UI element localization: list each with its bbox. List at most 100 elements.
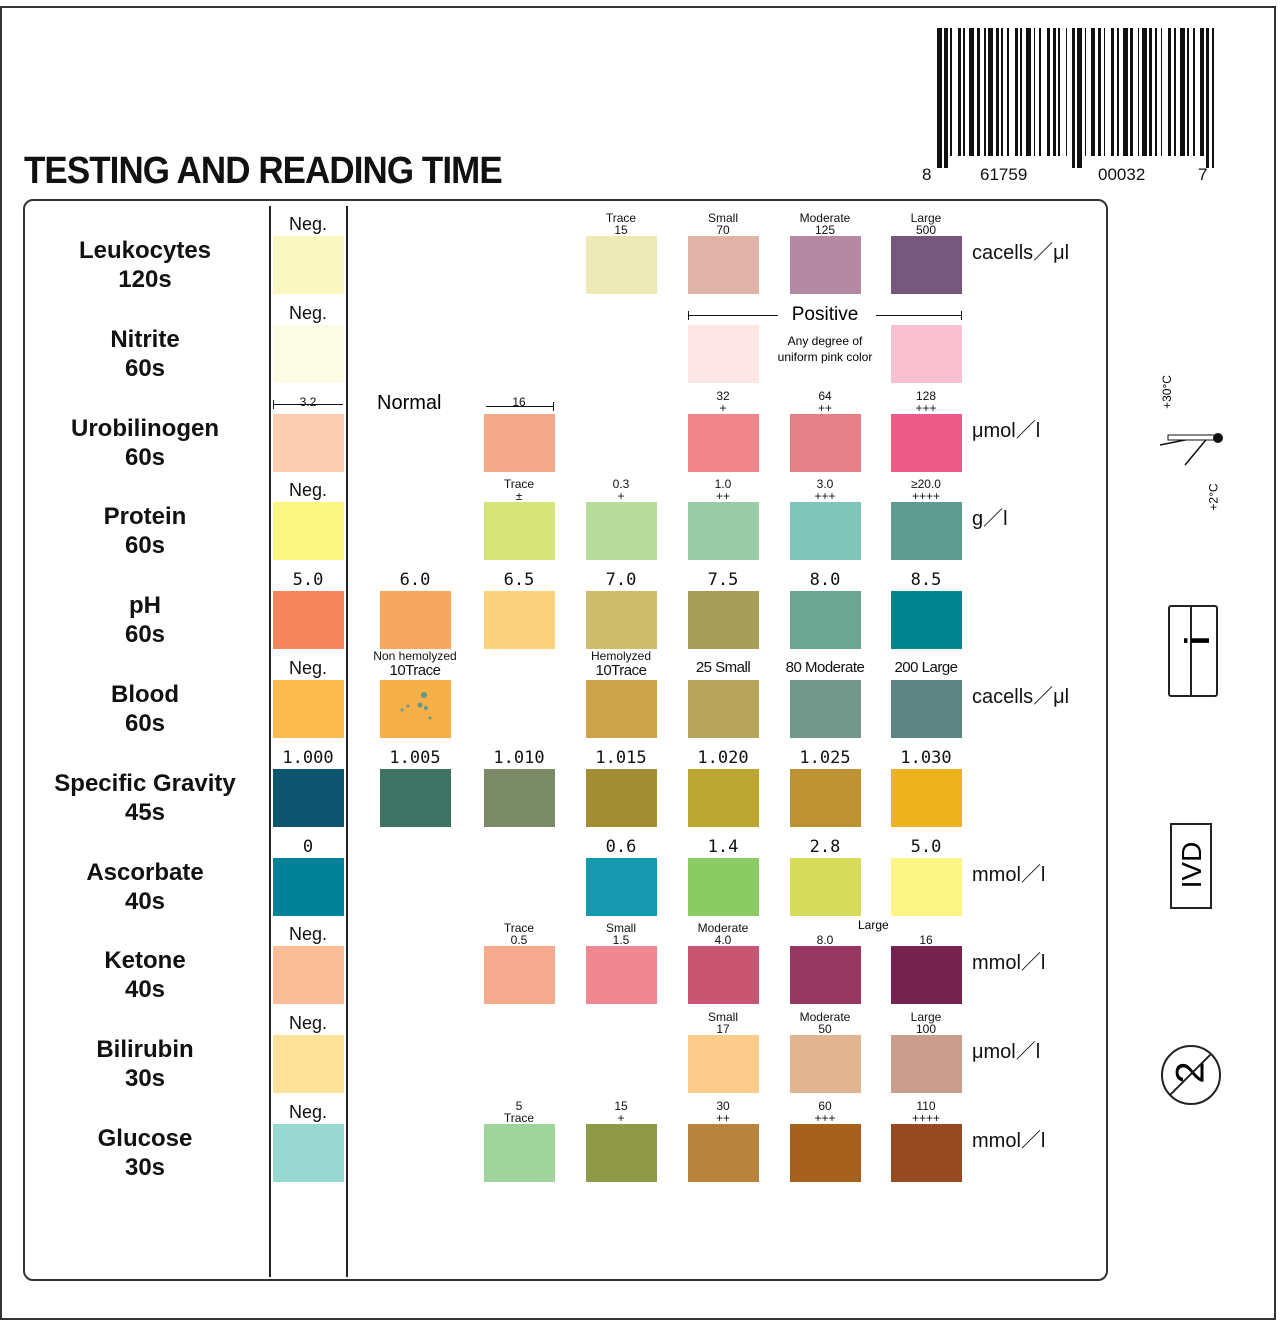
- color-swatch: [891, 1035, 962, 1093]
- thermometer-icon: [1150, 365, 1230, 515]
- row-name: Leukocytes 120s: [30, 236, 260, 294]
- color-swatch: [790, 680, 861, 738]
- reading-time: 60s: [124, 444, 166, 471]
- color-swatch: [688, 769, 759, 827]
- unit-label: mmol／l: [972, 1130, 1046, 1152]
- swatch-label-bottom: 1.5: [612, 933, 630, 947]
- negative-swatch: [273, 591, 344, 649]
- swatch-label-top: 60: [818, 1099, 832, 1113]
- color-swatch: [790, 1124, 861, 1182]
- barcode-digit: 00032: [1098, 165, 1146, 184]
- negative-swatch: [273, 1124, 344, 1182]
- color-swatch: [586, 769, 657, 827]
- color-swatch: [688, 1035, 759, 1093]
- color-swatch: [484, 1124, 555, 1182]
- color-swatch: [586, 858, 657, 916]
- barcode-bar: [1149, 28, 1153, 156]
- swatch-label-bottom: ++: [715, 1111, 730, 1125]
- swatch-label: 1.010: [493, 748, 545, 768]
- color-swatch: [688, 325, 759, 383]
- swatch-label-top: ≥20.0: [911, 477, 941, 491]
- barcode-bar: [1122, 28, 1128, 156]
- swatch-label-bottom: ++: [715, 489, 730, 503]
- color-swatch: [891, 1124, 962, 1182]
- swatch-label-top: 3.0: [816, 477, 834, 491]
- swatch-label-bottom: 15: [614, 223, 628, 237]
- swatch-label: 1.015: [595, 748, 647, 768]
- swatch-label-bottom: 50: [818, 1022, 832, 1036]
- analyte-name: pH: [129, 592, 161, 619]
- color-swatch: [891, 502, 962, 560]
- unit-label: cacells／μl: [972, 242, 1070, 264]
- color-swatch: [891, 858, 962, 916]
- row-name: Blood 60s: [30, 680, 260, 738]
- barcode-bar: [1084, 28, 1087, 156]
- chart-panel: [23, 199, 1108, 1281]
- barcode-bar: [976, 28, 980, 156]
- barcode-bar: [963, 28, 965, 156]
- swatch-label-top: Large: [910, 1010, 942, 1024]
- barcode-bar: [1103, 28, 1106, 156]
- swatch-label: Neg.: [288, 303, 328, 323]
- barcode-bar: [950, 28, 952, 156]
- barcode-bar: [1065, 28, 1068, 156]
- barcode-bar: [1077, 28, 1083, 168]
- negative-swatch: [273, 1035, 344, 1093]
- negative-swatch: [273, 946, 344, 1004]
- barcode-bar: [1033, 28, 1036, 156]
- barcode-bar: [1130, 28, 1134, 156]
- row-name: Bilirubin 30s: [30, 1035, 260, 1093]
- swatch-label: Neg.: [288, 658, 328, 678]
- bracket-line: [688, 315, 778, 316]
- color-swatch: [891, 680, 962, 738]
- swatch-label-top: Small: [707, 211, 738, 225]
- positive-label: Positive: [791, 304, 859, 325]
- swatch-label: 7.0: [605, 570, 637, 590]
- negative-swatch: [273, 325, 344, 383]
- swatch-label-top: Moderate: [799, 1010, 851, 1024]
- ivd-icon: IVD: [1170, 823, 1212, 909]
- swatch-label: 0: [302, 837, 314, 857]
- barcode-bar: [995, 28, 999, 156]
- swatch-label-bottom: 100: [915, 1022, 937, 1036]
- barcode-digit: 7: [1198, 165, 1208, 184]
- analyte-name: Ascorbate: [86, 859, 204, 886]
- negative-column: [269, 206, 348, 1277]
- barcode-bar: [969, 28, 974, 156]
- swatch-label-bottom: ++++: [911, 1111, 941, 1125]
- positive-note-line: Any degree of: [787, 334, 863, 348]
- analyte-name: Ketone: [104, 947, 186, 974]
- color-swatch: [891, 236, 962, 294]
- chart-border: [0, 6, 1276, 1320]
- barcode: [937, 28, 1217, 168]
- barcode-bar: [1141, 28, 1147, 156]
- swatch-label: Neg.: [288, 214, 328, 234]
- swatch-label-bottom: 10Trace: [595, 662, 647, 679]
- color-swatch: [891, 946, 962, 1004]
- color-swatch: [688, 680, 759, 738]
- analyte-name: Urobilinogen: [71, 415, 219, 442]
- swatch-label: 8.0: [816, 933, 834, 947]
- reading-time: 30s: [124, 1154, 166, 1181]
- barcode-bar: [1160, 28, 1163, 156]
- swatch-label-top: 1.0: [714, 477, 732, 491]
- analyte-name: Blood: [111, 681, 179, 708]
- barcode-bar: [1137, 28, 1140, 156]
- positive-note-line: uniform pink color: [777, 350, 873, 364]
- swatch-label-top: Moderate: [799, 211, 851, 225]
- color-swatch: [790, 1035, 861, 1093]
- unit-label: mmol／l: [972, 952, 1046, 974]
- reading-time: 45s: [124, 799, 166, 826]
- barcode-digit: 61759: [980, 165, 1028, 184]
- reading-time: 120s: [118, 266, 172, 293]
- barcode-bar: [1007, 28, 1009, 156]
- color-swatch: [790, 591, 861, 649]
- temp-lower: +2°C: [1206, 483, 1221, 511]
- bracket-tick: [553, 402, 554, 411]
- ivd-label: IVD: [1176, 841, 1207, 889]
- barcode-bar: [1090, 28, 1096, 156]
- swatch-label: 80 Moderate: [785, 659, 865, 676]
- swatch-label-top: Large: [910, 211, 942, 225]
- reading-time: 40s: [124, 888, 166, 915]
- reading-time: 30s: [124, 1065, 166, 1092]
